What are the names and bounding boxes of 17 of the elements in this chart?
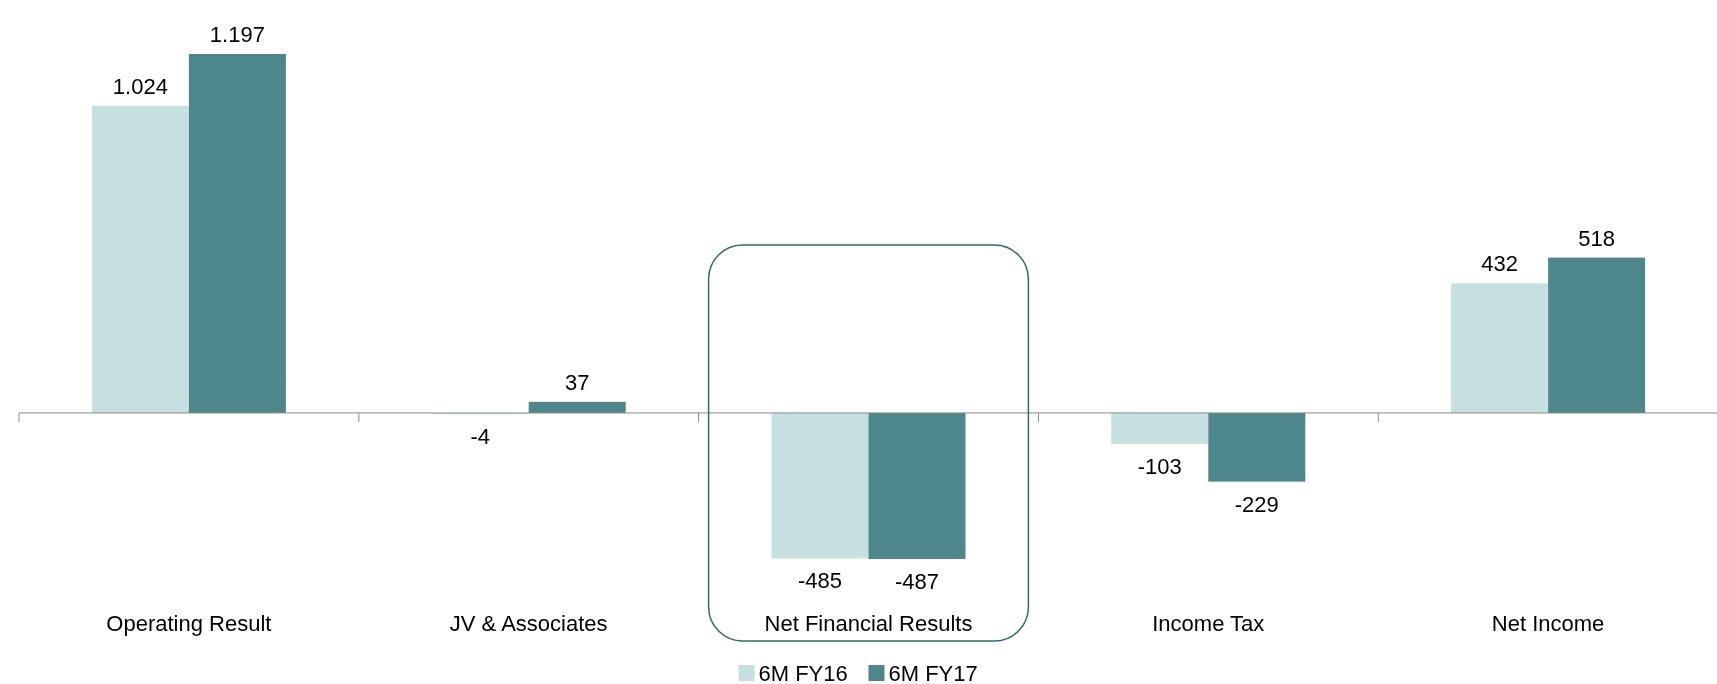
data-label: 432	[1481, 251, 1518, 277]
x-tick-label: JV & Associates	[449, 611, 608, 636]
data-label: -229	[1234, 491, 1279, 517]
data-label: 518	[1578, 225, 1615, 251]
legend-label: 6M FY16	[758, 661, 848, 684]
data-label: 1.024	[112, 73, 168, 99]
data-label: -4	[470, 424, 490, 450]
data-label: -487	[894, 569, 940, 594]
data-label: 37	[564, 369, 590, 395]
data-label: 1.197	[209, 22, 265, 47]
x-tick-label: Operating Result	[106, 611, 272, 636]
data-label: -485	[797, 568, 843, 594]
x-tick-label: Net Financial Results	[764, 611, 973, 636]
x-tick-label: Net Income	[1491, 611, 1605, 636]
x-tick-label: Income Tax	[1152, 611, 1265, 636]
legend-label: 6M FY17	[888, 661, 978, 684]
data-label: -103	[1137, 453, 1182, 479]
